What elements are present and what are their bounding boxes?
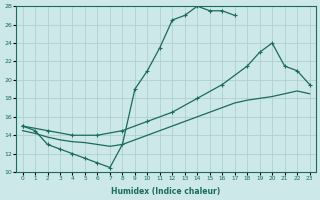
X-axis label: Humidex (Indice chaleur): Humidex (Indice chaleur) bbox=[111, 187, 221, 196]
